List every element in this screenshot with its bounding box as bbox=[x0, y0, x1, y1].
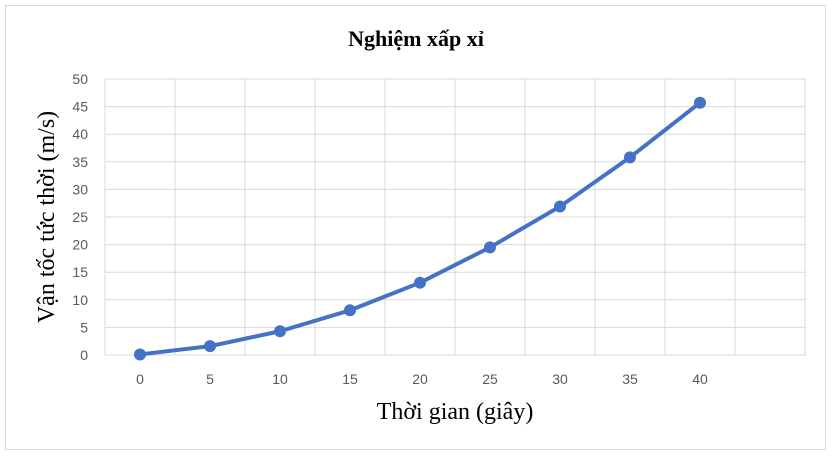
y-tick-label: 0 bbox=[80, 347, 88, 363]
data-point bbox=[484, 241, 496, 254]
x-tick-label: 30 bbox=[552, 371, 568, 387]
x-tick-label: 25 bbox=[482, 371, 498, 387]
y-tick-label: 10 bbox=[72, 292, 88, 308]
data-point bbox=[134, 348, 146, 361]
x-tick-label: 15 bbox=[342, 371, 358, 387]
data-point bbox=[694, 96, 706, 109]
data-point bbox=[554, 200, 566, 213]
chart-title: Nghiệm xấp xỉ bbox=[348, 26, 484, 51]
data-point bbox=[204, 340, 216, 353]
y-tick-labels: 0 5 10 15 20 25 30 35 40 45 50 bbox=[72, 71, 88, 363]
x-tick-label: 5 bbox=[206, 371, 214, 387]
data-point bbox=[414, 276, 426, 289]
y-tick-label: 40 bbox=[72, 126, 88, 142]
y-tick-label: 30 bbox=[72, 181, 88, 197]
y-tick-label: 15 bbox=[72, 264, 88, 280]
y-tick-label: 25 bbox=[72, 209, 88, 225]
x-axis-title: Thời gian (giây) bbox=[377, 399, 534, 425]
y-axis-title: Vận tốc tức thời (m/s) bbox=[34, 111, 60, 323]
data-series bbox=[134, 96, 706, 361]
y-tick-label: 5 bbox=[80, 319, 88, 335]
data-point bbox=[274, 325, 286, 338]
data-point bbox=[344, 304, 356, 317]
y-tick-label: 50 bbox=[72, 71, 88, 87]
y-tick-label: 35 bbox=[72, 154, 88, 170]
x-tick-label: 0 bbox=[136, 371, 144, 387]
x-tick-label: 35 bbox=[622, 371, 638, 387]
y-tick-label: 20 bbox=[72, 237, 88, 253]
series-line bbox=[138, 100, 702, 357]
x-tick-label: 10 bbox=[272, 371, 288, 387]
grid-lines bbox=[104, 78, 806, 356]
data-point bbox=[624, 151, 636, 164]
x-tick-labels: 0 5 10 15 20 25 30 35 40 bbox=[136, 371, 708, 387]
y-tick-label: 45 bbox=[72, 99, 88, 115]
x-tick-label: 40 bbox=[692, 371, 708, 387]
x-tick-label: 20 bbox=[412, 371, 428, 387]
